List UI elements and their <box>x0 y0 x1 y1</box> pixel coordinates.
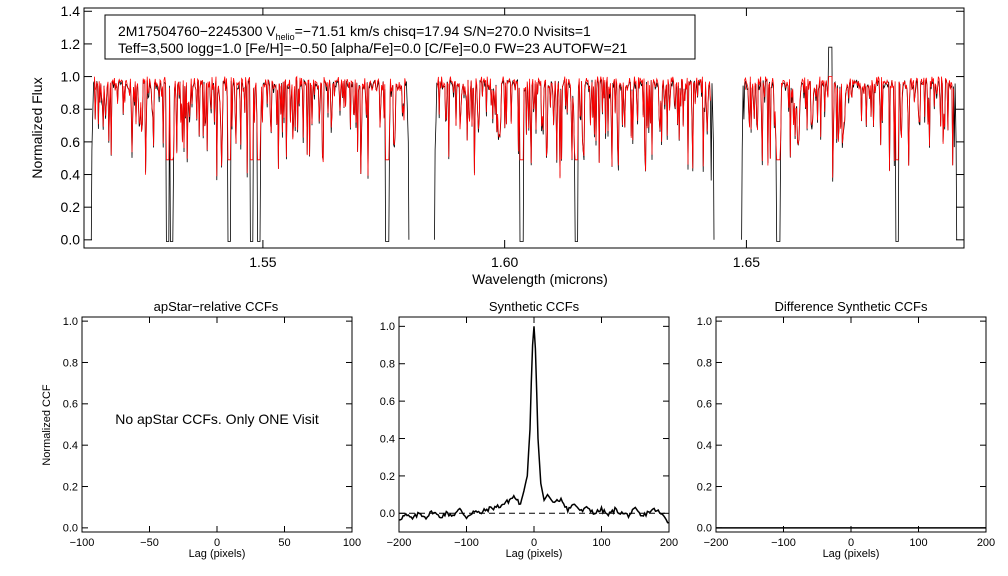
y-tick-label: 0.6 <box>697 399 712 411</box>
y-tick-label: 1.4 <box>61 3 81 19</box>
spectrum-panel: 1.55 1.60 1.65 0.0 0.2 0.4 0.6 0.8 1.0 1.2 1.4 Wav… <box>29 3 965 287</box>
synthetic-ccf-line <box>398 326 670 524</box>
x-tick-label: −200 <box>387 537 412 549</box>
x-tick-label: 1.65 <box>733 254 760 270</box>
spectrum-xlabel: Wavelength (microns) <box>472 271 608 287</box>
spectrum-ticks: 1.55 1.60 1.65 0.0 0.2 0.4 0.6 0.8 1.0 1.2 1.4 <box>61 3 964 270</box>
x-tick-label: −50 <box>140 537 159 549</box>
y-tick-label: 0.2 <box>380 471 395 483</box>
difference-ccf-frame <box>715 316 987 533</box>
y-tick-label: 1.0 <box>697 316 712 328</box>
observed-spectrum-line <box>434 78 715 242</box>
legend-line-2: Teff=3,500 logg=1.0 [Fe/H]=−0.50 [alpha/… <box>118 40 627 56</box>
y-tick-label: 0.0 <box>697 523 712 535</box>
difference-ccf-xlabel: Lag (pixels) <box>823 548 880 560</box>
apstar-ccf-title: apStar−relative CCFs <box>154 299 279 314</box>
y-tick-label: 0.4 <box>63 440 78 452</box>
y-tick-label: 1.2 <box>61 36 81 52</box>
x-tick-label: 100 <box>909 537 927 549</box>
apstar-ccf-annotation: No apStar CCFs. Only ONE Visit <box>115 411 319 427</box>
x-tick-label: −100 <box>70 537 95 549</box>
x-tick-label: −100 <box>771 537 796 549</box>
y-tick-label: 0.8 <box>63 357 78 369</box>
y-tick-label: 1.0 <box>61 68 81 84</box>
y-tick-label: 0.4 <box>380 433 395 445</box>
difference-ccf-ticks: −200 −100 0 100 200 0.0 0.2 0.4 0.6 0.8 1.0 <box>697 316 995 549</box>
x-tick-label: 0 <box>531 537 537 549</box>
x-tick-label: 100 <box>343 537 361 549</box>
spectrum-ylabel: Normalized Flux <box>29 77 45 178</box>
synthetic-ccf-frame <box>398 316 670 533</box>
y-tick-label: 0.8 <box>61 101 81 117</box>
y-tick-label: 0.8 <box>380 359 395 371</box>
x-tick-label: 100 <box>592 537 610 549</box>
synthetic-ccf-panel: Synthetic CCFs −200 −100 0 100 200 0.0 0.2 0.4 0… <box>380 299 678 560</box>
apstar-ccf-panel: apStar−relative CCFs −100 −50 0 50 100 0.0 0.2… <box>41 299 361 560</box>
y-tick-label: 1.0 <box>380 321 395 333</box>
x-tick-label: 200 <box>977 537 995 549</box>
spectrum-frame <box>83 7 965 249</box>
x-tick-label: 1.55 <box>249 254 276 270</box>
legend-box <box>104 14 696 60</box>
apstar-ccf-ylabel: Normalized CCF <box>41 384 53 466</box>
y-tick-label: 0.0 <box>380 508 395 520</box>
x-tick-label: −100 <box>454 537 479 549</box>
x-tick-label: −200 <box>704 537 729 549</box>
synthetic-ccf-plot-area <box>398 326 670 524</box>
synthetic-spectrum-line <box>94 75 406 177</box>
difference-ccf-panel: Difference Synthetic CCFs −200 −100 0 100 20… <box>697 299 995 560</box>
y-tick-label: 0.6 <box>380 396 395 408</box>
legend-line-1-end: =−71.51 km/s chisq=17.94 S/N=270.0 Nvisi… <box>295 23 591 39</box>
apstar-ccf-xlabel: Lag (pixels) <box>189 548 246 560</box>
y-tick-label: 0.2 <box>61 199 81 215</box>
synthetic-ccf-ticks: −200 −100 0 100 200 0.0 0.2 0.4 0.6 0.8 1.0 <box>380 317 678 549</box>
synthetic-ccf-xlabel: Lag (pixels) <box>506 548 563 560</box>
x-tick-label: 0 <box>214 537 220 549</box>
y-tick-label: 0.2 <box>697 481 712 493</box>
observed-spectrum-line <box>741 46 958 242</box>
y-tick-label: 0.6 <box>63 399 78 411</box>
legend-line-1: 2M17504760−2245300 Vhelio=−71.51 km/s ch… <box>118 23 591 42</box>
y-tick-label: 0.0 <box>61 232 81 248</box>
synthetic-spectrum-line <box>744 76 954 178</box>
y-tick-label: 0.2 <box>63 481 78 493</box>
y-tick-label: 0.0 <box>63 523 78 535</box>
x-tick-label: 50 <box>278 537 290 549</box>
y-tick-label: 0.8 <box>697 357 712 369</box>
y-tick-label: 0.4 <box>697 440 712 452</box>
y-tick-label: 0.6 <box>61 134 81 150</box>
legend-line-1-start: 2M17504760−2245300 V <box>118 23 276 39</box>
y-tick-label: 1.0 <box>63 316 78 328</box>
apstar-ccf-ticks: −100 −50 0 50 100 0.0 0.2 0.4 0.6 0.8 1.0 <box>63 316 361 549</box>
legend-line-1-subscript: helio <box>276 32 295 42</box>
spectrum-plot-area <box>90 46 958 242</box>
x-tick-label: 1.60 <box>491 254 518 270</box>
x-tick-label: 0 <box>848 537 854 549</box>
synthetic-spectrum-line <box>437 76 711 179</box>
spectrum-legend: 2M17504760−2245300 Vhelio=−71.51 km/s ch… <box>104 14 696 60</box>
synthetic-ccf-title: Synthetic CCFs <box>489 299 580 314</box>
x-tick-label: 200 <box>660 537 678 549</box>
difference-ccf-title: Difference Synthetic CCFs <box>775 299 928 314</box>
y-tick-label: 0.4 <box>61 166 81 182</box>
